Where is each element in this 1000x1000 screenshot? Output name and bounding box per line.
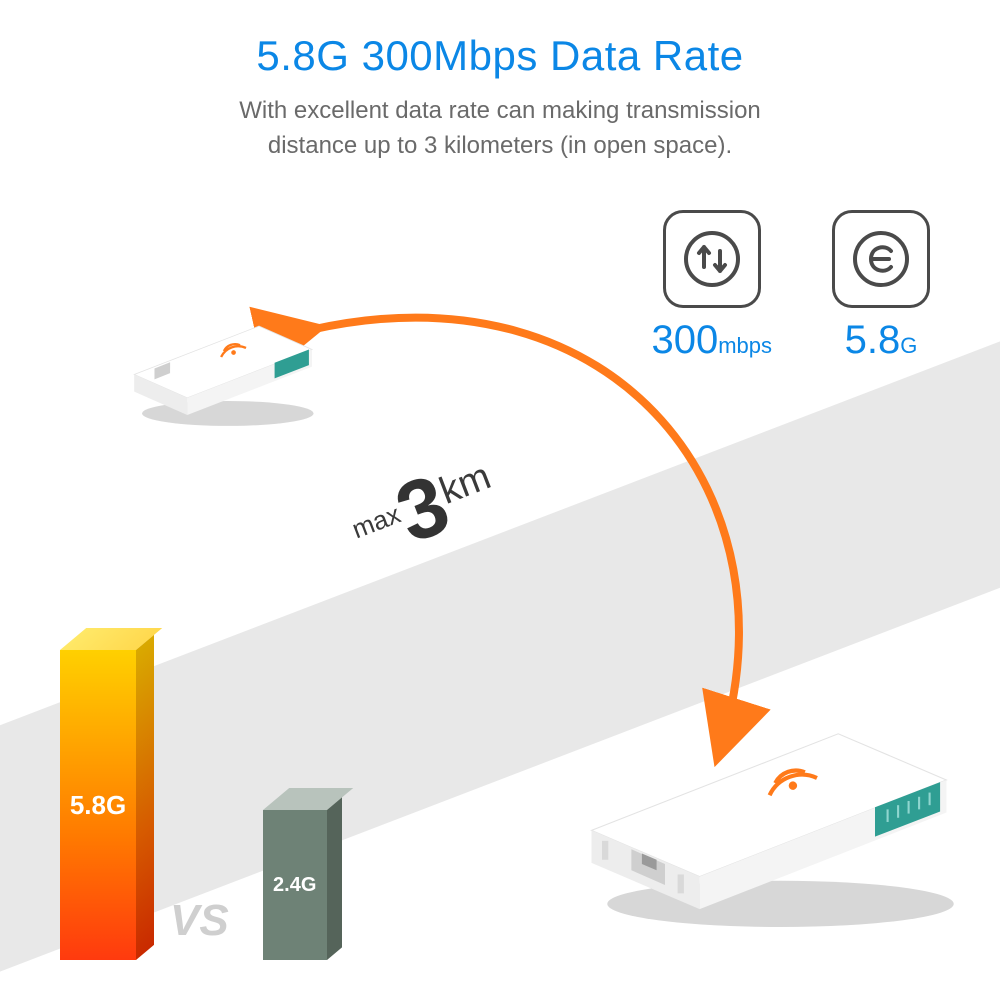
spec-speed-value: 300	[651, 318, 718, 362]
vs-label: VS	[170, 896, 229, 946]
updown-arrows-icon	[663, 210, 761, 308]
bar-5-8g: 5.8G	[60, 650, 136, 960]
device-b	[560, 694, 980, 951]
spec-freq-value: 5.8	[845, 318, 901, 362]
subtitle-line-2: distance up to 3 kilometers (in open spa…	[268, 132, 732, 159]
header: 5.8G 300Mbps Data Rate With excellent da…	[0, 0, 1000, 164]
spec-badges: 300mbps 5.8G	[651, 210, 930, 363]
bar-2-4g: 2.4G	[263, 810, 327, 960]
e-circle-icon	[832, 210, 930, 308]
spec-speed-unit: mbps	[718, 333, 772, 358]
bar-2-4g-side	[327, 797, 342, 960]
spec-freq-unit: G	[900, 333, 917, 358]
comparison-bars: 5.8G VS 2.4G	[60, 650, 327, 960]
subtitle-line-1: With excellent data rate can making tran…	[239, 97, 761, 124]
bar-2-4g-label: 2.4G	[263, 810, 327, 960]
spec-speed-label: 300mbps	[651, 318, 772, 363]
spec-freq: 5.8G	[832, 210, 930, 363]
page-title: 5.8G 300Mbps Data Rate	[0, 32, 1000, 80]
bar-5-8g-side	[136, 635, 154, 960]
bar-5-8g-label: 5.8G	[60, 650, 136, 960]
spec-speed: 300mbps	[651, 210, 772, 363]
subtitle: With excellent data rate can making tran…	[0, 94, 1000, 164]
spec-freq-label: 5.8G	[845, 318, 918, 363]
device-a	[111, 304, 329, 441]
